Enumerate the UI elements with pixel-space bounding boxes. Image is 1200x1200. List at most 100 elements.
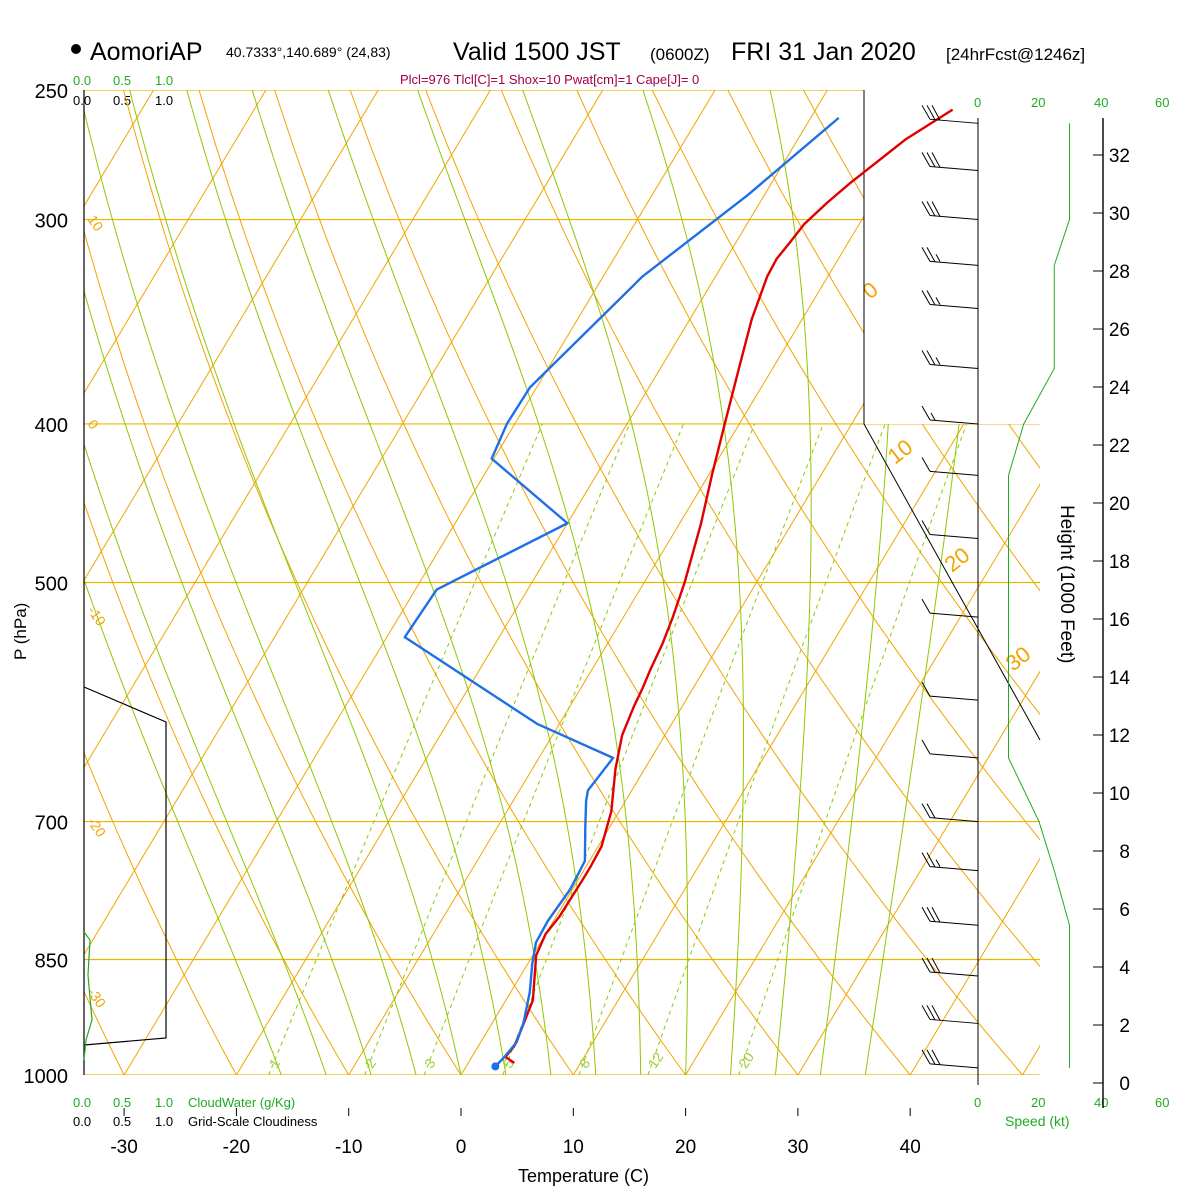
isotherm-label: -20 bbox=[85, 814, 110, 840]
moist-adiabat-line bbox=[84, 90, 417, 1075]
height-tick-label: 0 bbox=[1119, 1074, 1130, 1095]
x-axis-title: Temperature (C) bbox=[518, 1166, 649, 1186]
height-tick-label: 14 bbox=[1109, 668, 1131, 689]
y-axis-title: P (hPa) bbox=[11, 603, 30, 660]
temperature-profile bbox=[504, 108, 954, 1064]
dry-adiabat-line bbox=[651, 90, 1040, 1075]
wind-barb bbox=[921, 1005, 979, 1024]
cloudwater-scale-top-0: 0.0 bbox=[73, 73, 91, 88]
wind-barb bbox=[921, 152, 979, 172]
dry-adiabat-line bbox=[0, 90, 28, 1110]
mixing-ratio-line bbox=[738, 423, 967, 1075]
forecast-label: [24hrFcst@1246z] bbox=[946, 45, 1085, 64]
moist-adiabat-line bbox=[769, 90, 812, 1075]
temperature-tick-label: -10 bbox=[335, 1137, 362, 1158]
height-tick-label: 28 bbox=[1109, 262, 1130, 283]
pressure-tick-label: 400 bbox=[35, 415, 68, 437]
wind-barb bbox=[921, 290, 979, 309]
valid-date: FRI 31 Jan 2020 bbox=[731, 38, 916, 66]
isotherm-line bbox=[84, 90, 267, 1075]
moist-adiabat-line bbox=[186, 90, 507, 1075]
wind-barb bbox=[921, 457, 979, 476]
mixing-ratio-line bbox=[423, 423, 684, 1075]
cloudwater-profile bbox=[83, 931, 93, 1061]
mixing-ratio-label: 2 bbox=[362, 1055, 380, 1071]
cloudiness-scale-bottom-2: 1.0 bbox=[155, 1114, 173, 1129]
isotherm-label: -30 bbox=[85, 985, 110, 1011]
cloudwater-scale-bottom-2: 1.0 bbox=[155, 1095, 173, 1110]
moist-adiabat-line bbox=[129, 90, 462, 1075]
pressure-tick-label: 500 bbox=[35, 574, 68, 596]
wind-speed-profile bbox=[1008, 123, 1070, 1068]
temperature-tick-label: -30 bbox=[110, 1137, 137, 1158]
isotherm-line bbox=[909, 90, 1040, 1075]
station-dot-icon bbox=[71, 44, 81, 54]
dry-adiabat-line bbox=[84, 90, 370, 1075]
dry-adiabat-line bbox=[1181, 90, 1200, 1110]
wind-barb bbox=[921, 520, 979, 540]
stability-indices: Plcl=976 Tlcl[C]=1 Shox=10 Pwat[cm]=1 Ca… bbox=[400, 72, 699, 87]
height-tick-label: 26 bbox=[1109, 320, 1130, 341]
utc-time: (0600Z) bbox=[650, 45, 710, 64]
mixing-ratio-label: 3 bbox=[421, 1055, 439, 1071]
pressure-tick-label: 300 bbox=[35, 211, 68, 233]
wind-barb bbox=[921, 739, 979, 759]
height-tick-label: 32 bbox=[1109, 146, 1130, 167]
temperature-tick-label: 30 bbox=[787, 1137, 808, 1158]
isotherm-line bbox=[84, 90, 379, 1075]
dry-adiabat-line bbox=[802, 90, 1040, 1075]
wind-barb bbox=[921, 957, 979, 977]
pressure-tick-label: 250 bbox=[35, 81, 68, 103]
cloudiness-label: Grid-Scale Cloudiness bbox=[188, 1114, 318, 1129]
cloudwater-label: CloudWater (g/Kg) bbox=[188, 1095, 295, 1110]
dry-adiabat-line bbox=[349, 90, 940, 1075]
speed-tick-bottom-3: 60 bbox=[1155, 1095, 1169, 1110]
cloudwater-scale-bottom-1: 0.5 bbox=[113, 1095, 131, 1110]
mixing-ratio-line bbox=[647, 423, 886, 1075]
dry-adiabat-line bbox=[84, 90, 484, 1075]
dry-adiabat-line bbox=[576, 90, 1040, 1075]
isotherm-line bbox=[84, 90, 491, 1075]
speed-panel-label: Speed (kt) bbox=[1005, 1113, 1070, 1129]
dry-adiabat-line bbox=[727, 90, 1040, 1075]
isotherm-label: 0 bbox=[85, 416, 103, 432]
wind-barb bbox=[921, 681, 979, 701]
isotherm-line bbox=[1022, 90, 1040, 1075]
station-name: AomoriAP bbox=[90, 38, 203, 66]
speed-tick-bottom-2: 40 bbox=[1094, 1095, 1108, 1110]
height-tick-label: 6 bbox=[1119, 900, 1130, 921]
wind-barb bbox=[921, 803, 979, 823]
isotherm-labels: 10 0 -10 -20 -30 bbox=[85, 212, 110, 1011]
speed-tick-bottom-0: 0 bbox=[974, 1095, 981, 1110]
station-coords: 40.7333°,140.689° (24,83) bbox=[226, 44, 391, 60]
wind-barb bbox=[921, 907, 979, 926]
height-tick-label: 18 bbox=[1109, 552, 1130, 573]
speed-tick-bottom-1: 20 bbox=[1031, 1095, 1045, 1110]
dry-adiabat-line bbox=[84, 90, 256, 1075]
isotherm-line bbox=[572, 90, 1040, 1075]
mixing-ratio-label: 8 bbox=[576, 1055, 594, 1071]
moist-adiabat-line bbox=[84, 90, 282, 1075]
hodograph-boundary bbox=[863, 90, 1041, 741]
cloudiness-scale-bottom-0: 0.0 bbox=[73, 1114, 91, 1129]
pressure-tick-label: 1000 bbox=[24, 1066, 69, 1088]
moist-adiabat-line bbox=[417, 90, 642, 1075]
height-tick-label: 24 bbox=[1109, 378, 1131, 399]
wind-barb bbox=[921, 350, 979, 370]
cloudwater-scale-bottom-0: 0.0 bbox=[73, 1095, 91, 1110]
cloudiness-scale-top-2: 1.0 bbox=[155, 93, 173, 108]
temperature-tick-label: 0 bbox=[456, 1137, 467, 1158]
height-tick-label: 4 bbox=[1119, 958, 1130, 979]
isotherm-line bbox=[123, 90, 716, 1075]
height-axis-title: Height (1000 Feet) bbox=[1056, 505, 1077, 663]
height-tick-label: 10 bbox=[1109, 784, 1130, 805]
cloudwater-scale-top-2: 1.0 bbox=[155, 73, 173, 88]
height-tick-label: 12 bbox=[1109, 726, 1130, 747]
cloudiness-profile bbox=[83, 686, 167, 1046]
dry-adiabat-line bbox=[425, 90, 1040, 1075]
mixing-ratio-line bbox=[268, 423, 543, 1075]
moist-adiabat-line bbox=[84, 90, 327, 1075]
temperature-tick-label: 40 bbox=[900, 1137, 921, 1158]
mixing-ratio-line bbox=[502, 423, 756, 1075]
temperature-tick-label: -20 bbox=[223, 1137, 250, 1158]
